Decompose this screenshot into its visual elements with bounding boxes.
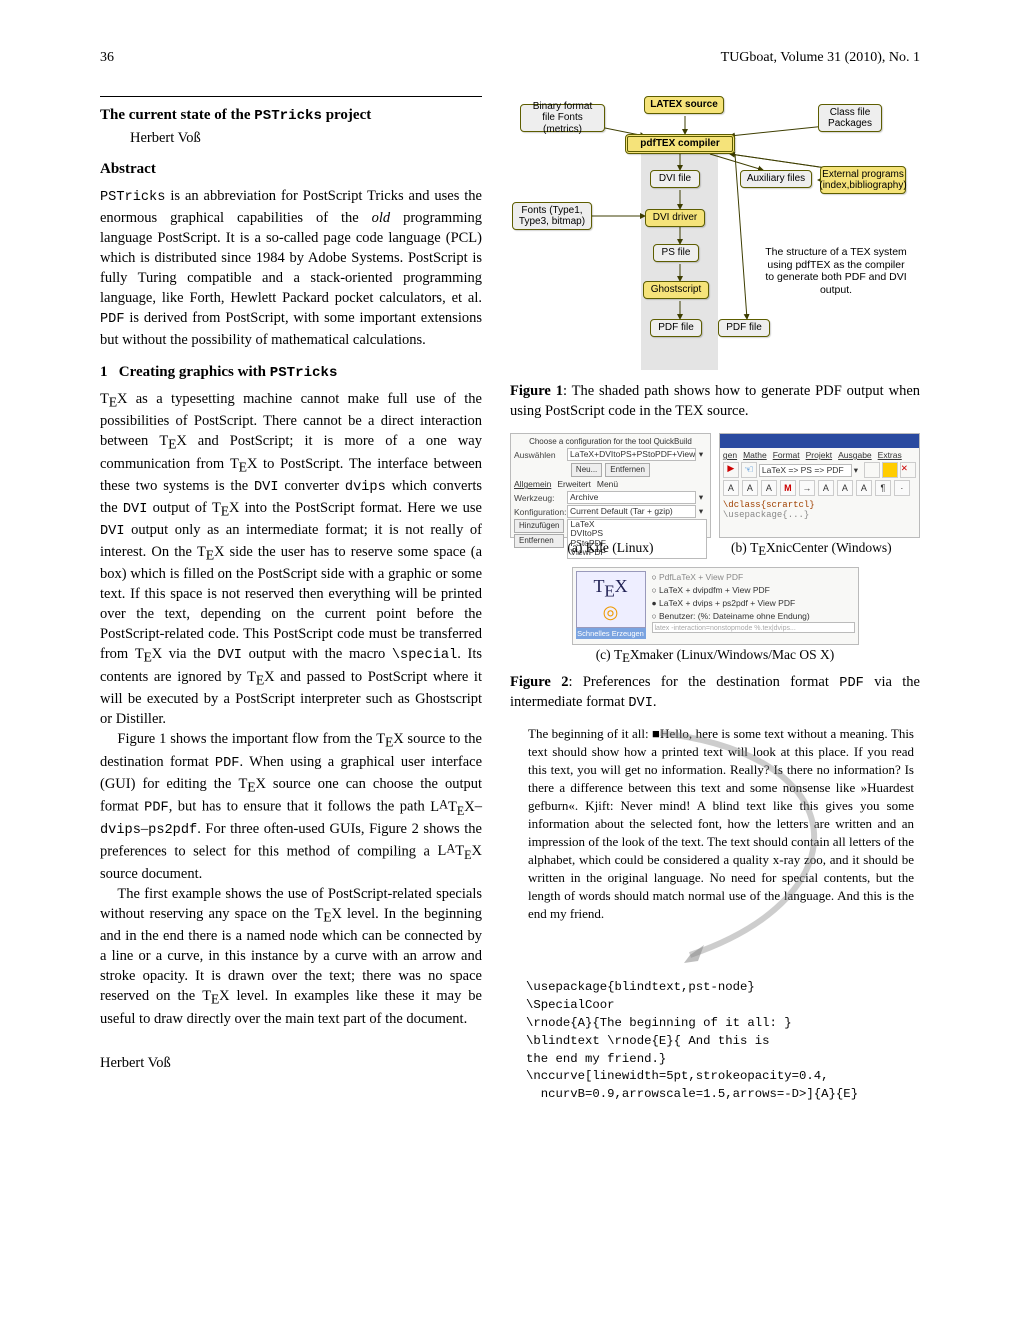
figure-2: Choose a configuration for the tool Quic…: [510, 433, 920, 666]
section1-p3: The first example shows the use of PostS…: [100, 884, 482, 1029]
section1-p2: Figure 1 shows the important flow from t…: [100, 729, 482, 884]
node-class: Class file Packages: [818, 104, 882, 132]
texmaker-screenshot: TEX◎ Schnelles Erzeugen ○ PdfLaTeX + Vie…: [572, 567, 859, 645]
node-compiler: pdfTEX compiler: [625, 134, 735, 154]
texnic-caption: (b) TEXnicCenter (Windows): [711, 540, 912, 559]
article-title: The current state of the PSTricks projec…: [100, 107, 482, 124]
node-fonts: Fonts (Type1, Type3, bitmap): [512, 202, 592, 230]
node-ps-file: PS file: [653, 244, 699, 262]
node-latex-source: LATEX source: [644, 96, 724, 114]
node-dvi-driver: DVI driver: [645, 209, 705, 227]
abstract-text: PSTricks is an abbreviation for PostScri…: [100, 186, 482, 350]
title-rule: [100, 96, 482, 97]
node-aux: Auxiliary files: [740, 170, 812, 188]
page-number: 36: [100, 50, 114, 66]
texnic-screenshot: genMatheFormatProjektAusgabeExtras ▶ ☜ L…: [719, 433, 920, 538]
figure-1-note: The structure of a TEX system using pdfT…: [765, 246, 907, 296]
node-external: External programs (index,bibliography): [820, 166, 906, 194]
node-pdf-file-2: PDF file: [718, 319, 770, 337]
abstract-head: Abstract: [100, 161, 482, 178]
texmaker-caption: (c) TEXmaker (Linux/Windows/Mac OS X): [510, 647, 920, 666]
kile-screenshot: Choose a configuration for the tool Quic…: [510, 433, 711, 538]
author: Herbert Voß: [130, 130, 482, 147]
figure-2-caption: Figure 2: Preferences for the destinatio…: [510, 673, 920, 714]
running-head: 36 TUGboat, Volume 31 (2010), No. 1: [100, 50, 920, 66]
example-blindtext: The beginning of it all: ■Hello, here is…: [510, 725, 920, 965]
node-binary: Binary format file Fonts (metrics): [520, 104, 605, 132]
journal-head: TUGboat, Volume 31 (2010), No. 1: [721, 50, 920, 66]
section-1-head: 1 Creating graphics with PSTricks: [100, 364, 482, 381]
footer-author: Herbert Voß: [100, 1055, 482, 1072]
node-ghostscript: Ghostscript: [643, 281, 709, 299]
figure-1-diagram: LATEX source Binary format file Fonts (m…: [510, 96, 920, 376]
section1-p1: TEX as a typesetting machine cannot make…: [100, 389, 482, 730]
code-listing: \usepackage{blindtext,pst-node} \Special…: [526, 979, 920, 1104]
kile-caption: (a) Kile (Linux): [510, 540, 711, 559]
node-dvi-file: DVI file: [650, 170, 700, 188]
node-pdf-file-1: PDF file: [650, 319, 702, 337]
figure-1-caption: Figure 1: The shaded path shows how to g…: [510, 382, 920, 421]
